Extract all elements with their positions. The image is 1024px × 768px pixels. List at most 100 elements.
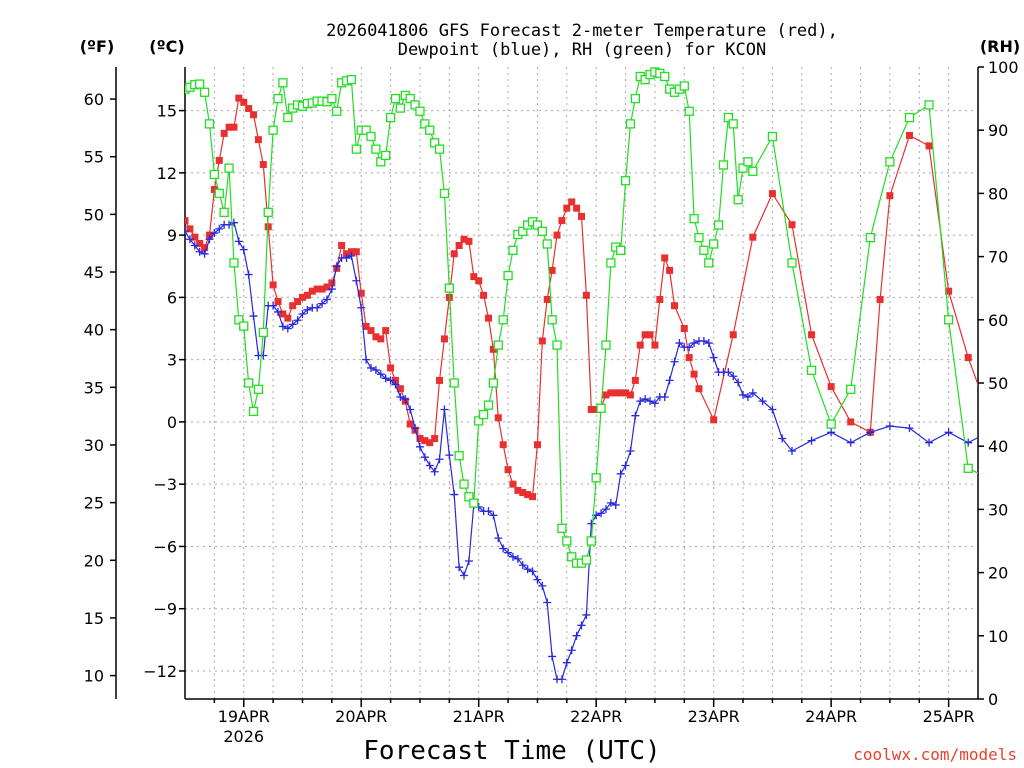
- dewpoint-point: [601, 505, 610, 514]
- dewpoint-point: [234, 237, 243, 246]
- dewpoint-point: [415, 442, 424, 451]
- dewpoint-point: [587, 519, 596, 528]
- temperature-point: [426, 439, 434, 447]
- temperature-point: [289, 302, 297, 310]
- rh-point: [243, 378, 254, 388]
- dewpoint-point: [229, 218, 238, 227]
- temperature-point: [372, 333, 380, 341]
- rh-point: [547, 315, 557, 325]
- dewpoint-point: [425, 461, 434, 470]
- rh-point: [943, 315, 954, 325]
- rh-point: [532, 220, 543, 230]
- dewpoint-point: [523, 565, 532, 574]
- rh-tick-label: 10: [988, 627, 1008, 646]
- dewpoint-point: [827, 428, 836, 437]
- rh-point: [464, 492, 474, 502]
- rh-point: [904, 112, 915, 123]
- dewpoint-point: [724, 368, 733, 377]
- temperature-point: [186, 225, 194, 233]
- dewpoint-point: [567, 646, 576, 655]
- dewpoint-point: [885, 422, 894, 431]
- chart-title-line2: Dewpoint (blue), RH (green) for KCON: [398, 40, 766, 60]
- rh-point: [806, 365, 817, 376]
- temperature-point: [465, 237, 473, 245]
- dewpoint-point: [185, 226, 189, 235]
- temperature-point: [347, 248, 355, 256]
- rh-point: [699, 245, 709, 255]
- dewpoint-point: [528, 567, 537, 576]
- dewpoint-point: [743, 393, 752, 402]
- rh-point: [195, 79, 205, 89]
- rh-point: [537, 226, 547, 236]
- rh-tick-label: 60: [988, 311, 1008, 330]
- temperature-point: [808, 331, 816, 339]
- dewpoint-point: [499, 544, 508, 553]
- rh-point: [694, 232, 704, 243]
- rh-point: [488, 378, 499, 388]
- rh-point: [204, 119, 215, 129]
- dewpoint-point: [636, 397, 645, 406]
- rh-point: [263, 207, 273, 218]
- dewpoint-point: [342, 253, 351, 262]
- rh-point: [224, 163, 234, 173]
- temperature-point: [210, 185, 218, 193]
- temperature-point: [548, 266, 556, 274]
- temperature-point: [710, 416, 718, 424]
- fahrenheit-tick-label: 30: [84, 436, 104, 455]
- rh-point: [738, 163, 748, 173]
- dewpoint-point: [313, 303, 322, 312]
- temperature-point: [230, 123, 238, 131]
- gridlines: [185, 67, 978, 699]
- rh-tick-label: 50: [988, 374, 1008, 393]
- temperature-point: [847, 418, 855, 426]
- dewpoint-point: [440, 405, 449, 414]
- temperature-point: [666, 266, 674, 274]
- temperature-point: [406, 420, 414, 428]
- rh-point: [449, 378, 459, 388]
- dewpoint-point: [925, 438, 934, 447]
- dewpoint-point: [489, 511, 498, 520]
- rh-point: [434, 144, 445, 154]
- celsius-tick-label: 6: [167, 288, 177, 307]
- dewpoint-point: [670, 357, 679, 366]
- rh-point: [327, 93, 337, 104]
- temperature-point: [984, 408, 991, 415]
- temperature-point: [294, 298, 302, 306]
- fahrenheit-tick-label: 50: [84, 205, 104, 224]
- dewpoint-point: [690, 339, 699, 348]
- rh-point: [332, 106, 342, 116]
- dewpoint-point: [200, 249, 209, 258]
- fahrenheit-tick-label: 20: [84, 551, 104, 570]
- rh-point: [498, 315, 508, 325]
- rh-point: [606, 258, 616, 268]
- rh-tick-label: 30: [988, 500, 1008, 519]
- temperature-point: [201, 244, 209, 252]
- dewpoint-point: [357, 303, 366, 312]
- rh-point: [439, 188, 450, 199]
- rh-point: [278, 78, 288, 88]
- temperature-point: [573, 204, 581, 212]
- temperature-point: [205, 231, 213, 239]
- dewpoint-point: [455, 563, 464, 572]
- rh-point: [361, 125, 371, 135]
- rh-unit-label: (RH): [980, 37, 1020, 56]
- temperature-point: [685, 354, 693, 362]
- rh-point: [478, 409, 489, 420]
- temperature-point: [578, 212, 585, 220]
- rh-point: [620, 176, 631, 186]
- temperature-point: [387, 364, 395, 372]
- temperature-point: [499, 441, 507, 449]
- temperature-point: [475, 277, 483, 285]
- temperature-point: [529, 493, 537, 501]
- temperature-point: [318, 285, 326, 293]
- rh-point: [728, 119, 738, 129]
- rh-point: [346, 74, 357, 85]
- dewpoint-point: [641, 395, 650, 404]
- x-tick-label: 25APR: [923, 707, 975, 726]
- temperature-point: [788, 221, 796, 229]
- dewpoint-point: [758, 397, 767, 406]
- dewpoint-point: [396, 393, 405, 402]
- dewpoint-point: [944, 428, 953, 437]
- dewpoint-point: [259, 351, 268, 360]
- rh-point: [469, 498, 479, 508]
